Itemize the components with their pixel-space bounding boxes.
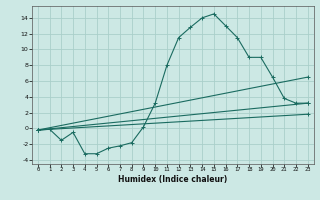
X-axis label: Humidex (Indice chaleur): Humidex (Indice chaleur) [118, 175, 228, 184]
